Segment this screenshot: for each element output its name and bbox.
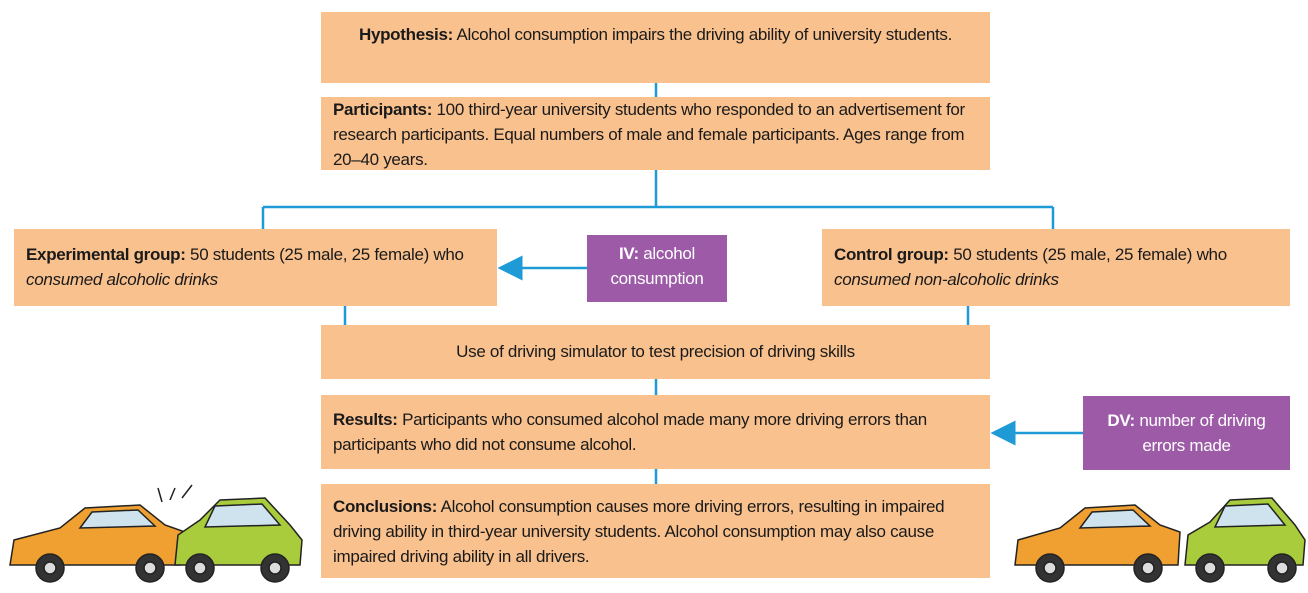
text: Participants who consumed alcohol made m… (333, 410, 927, 454)
cars-right (1014, 497, 1306, 583)
text: alcohol consumption (610, 244, 704, 288)
text: 100 third-year university students who r… (333, 100, 965, 169)
experimental-box: Experimental group: 50 students (25 male… (14, 229, 497, 306)
label: Hypothesis: (358, 25, 453, 44)
text: Alcohol consumption causes more driving … (333, 497, 945, 566)
label: Conclusions: (333, 497, 438, 516)
label: Results: (333, 410, 398, 429)
dv-box: DV: number of driving errors made (1083, 396, 1290, 470)
control-box: Control group: 50 students (25 male, 25 … (822, 229, 1290, 306)
conclusions-box: Conclusions: Alcohol consumption causes … (321, 484, 990, 578)
label: Participants: (333, 100, 433, 119)
results-box: Results: Participants who consumed alcoh… (321, 395, 990, 469)
iv-box: IV: alcohol consumption (587, 235, 727, 302)
participants-box: Participants: 100 third-year university … (321, 97, 990, 170)
simulator-box: Use of driving simulator to test precisi… (321, 325, 990, 379)
text: 50 students (25 male, 25 female) who (190, 245, 464, 264)
label: Control group: (834, 245, 949, 264)
hypothesis-box: Hypothesis: Alcohol consumption impairs … (321, 12, 990, 83)
text: Use of driving simulator to test precisi… (456, 342, 855, 361)
italic-text: consumed non-alcoholic drinks (834, 270, 1059, 289)
label: DV: (1107, 411, 1135, 430)
text: Alcohol consumption impairs the driving … (456, 25, 953, 44)
text: number of driving errors made (1139, 411, 1266, 455)
text: 50 students (25 male, 25 female) who (953, 245, 1227, 264)
label: Experimental group: (26, 245, 186, 264)
italic-text: consumed alcoholic drinks (26, 270, 218, 289)
cars-left (9, 484, 303, 583)
label: IV: (618, 244, 639, 263)
